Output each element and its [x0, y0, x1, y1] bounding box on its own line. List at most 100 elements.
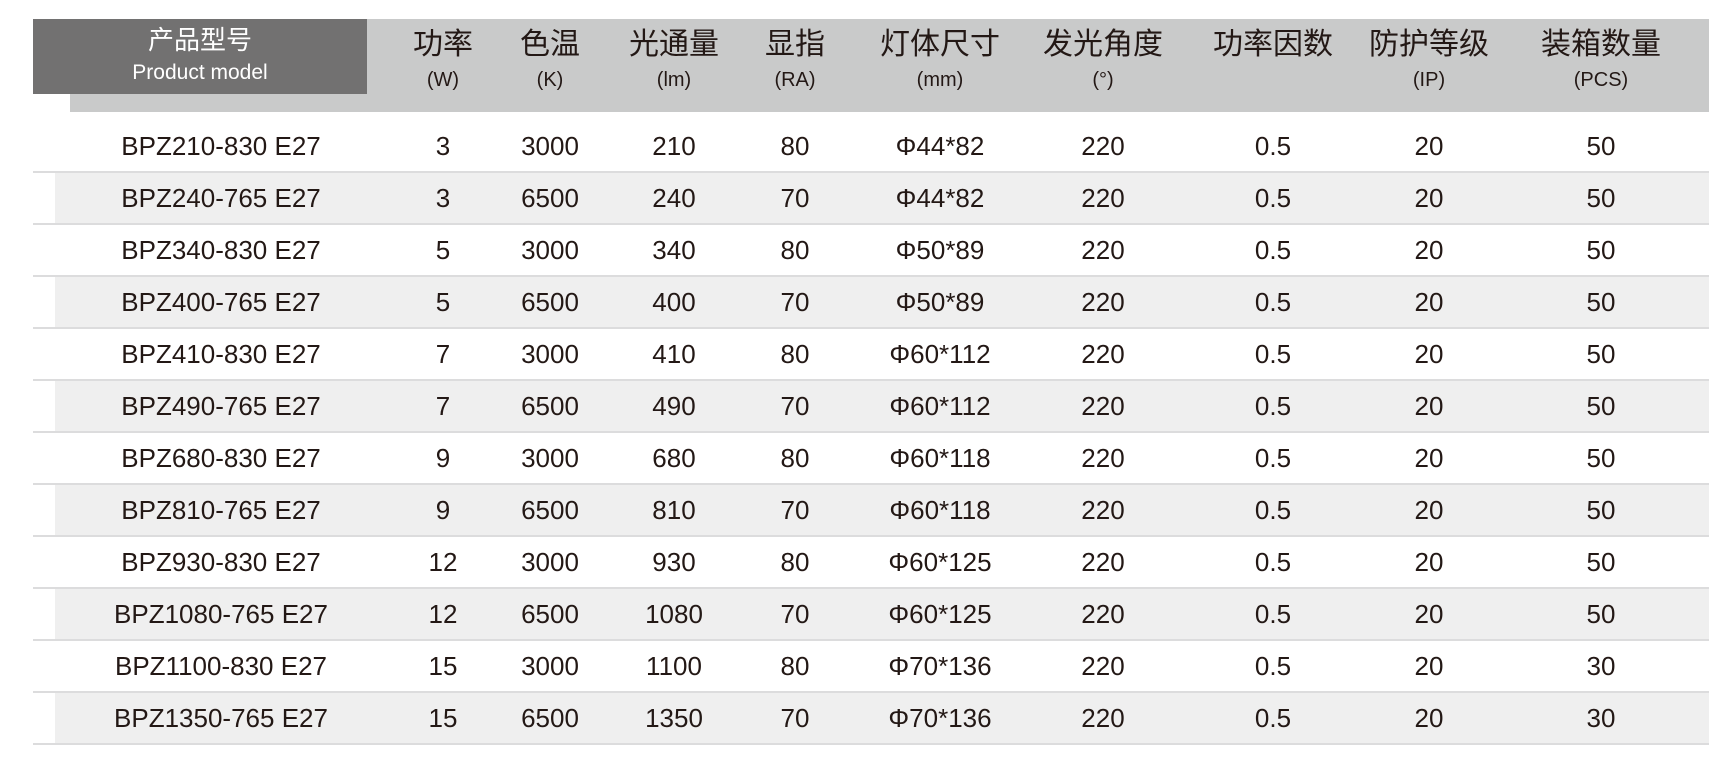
table-cell: BPZ1080-765 E27 — [114, 599, 328, 629]
header-unit: (lm) — [656, 69, 692, 91]
table-cell: 1350 — [645, 703, 703, 733]
table-cell: 7 — [435, 391, 451, 421]
table-cell: 5 — [435, 287, 451, 317]
table-row: BPZ1100-830 E27 15 3000 1100 80 Φ70*136 220 0.5… — [33, 641, 1709, 693]
table-cell: 0.5 — [1254, 495, 1292, 525]
table-cell: 30 — [1586, 703, 1616, 733]
table-cell: 70 — [780, 183, 810, 213]
table-row: BPZ1350-765 E27 15 6500 1350 70 Φ70*136 220 0.5… — [33, 693, 1709, 745]
table-cell: 0.5 — [1254, 131, 1292, 161]
table-cell: Φ44*82 — [895, 131, 985, 161]
table-cell: Φ60*112 — [889, 391, 991, 421]
table-cell: 20 — [1414, 703, 1444, 733]
table-cell: 30 — [1586, 651, 1616, 681]
table-cell: 220 — [1081, 599, 1125, 629]
table-cell: 3 — [435, 183, 451, 213]
table-cell: BPZ930-830 E27 — [121, 547, 321, 577]
table-row: BPZ340-830 E27 5 3000 340 80 Φ50*89 220 0.5 20 50 — [33, 225, 1709, 277]
table-cell: 3000 — [521, 547, 579, 577]
table-cell: 220 — [1081, 443, 1125, 473]
table-cell: 220 — [1081, 131, 1125, 161]
table-row: BPZ680-830 E27 9 3000 680 80 Φ60*118 220 0.5 20 5… — [33, 433, 1709, 485]
header-label: 光通量 — [629, 28, 719, 61]
table-row: BPZ490-765 E27 7 6500 490 70 Φ60*112 220 0.5 20 5… — [33, 381, 1709, 433]
table-cell: 20 — [1414, 235, 1444, 265]
table-cell: 80 — [780, 547, 810, 577]
table-cell: 1080 — [645, 599, 703, 629]
header-product-model: 产品型号 Product model — [33, 19, 367, 94]
table-cell: 3000 — [521, 235, 579, 265]
table-cell: 70 — [780, 703, 810, 733]
table-cell: 6500 — [521, 599, 579, 629]
header-label: 灯体尺寸 — [880, 28, 1000, 61]
table-cell: 340 — [652, 235, 696, 265]
table-cell: 1100 — [646, 651, 702, 681]
table-cell: 50 — [1586, 495, 1616, 525]
table-cell: BPZ400-765 E27 — [121, 287, 321, 317]
table-cell: Φ60*112 — [889, 339, 991, 369]
table-cell: 70 — [780, 391, 810, 421]
table-cell: BPZ490-765 E27 — [121, 391, 321, 421]
table-cell: 220 — [1081, 235, 1125, 265]
table-cell: 5 — [435, 235, 451, 265]
table-cell: 6500 — [521, 183, 579, 213]
table-cell: 6500 — [521, 703, 579, 733]
table-cell: 12 — [428, 599, 458, 629]
table-cell: 50 — [1586, 339, 1616, 369]
table-cell: 0.5 — [1254, 183, 1292, 213]
table-cell: BPZ240-765 E27 — [121, 183, 321, 213]
table-cell: 0.5 — [1254, 651, 1292, 681]
table-cell: 9 — [435, 495, 451, 525]
table-cell: 15 — [428, 651, 458, 681]
table-cell: 50 — [1586, 287, 1616, 317]
table-cell: 80 — [780, 131, 810, 161]
table-cell: 6500 — [521, 287, 579, 317]
header-label: 发光角度 — [1043, 28, 1163, 61]
table-cell: 50 — [1586, 443, 1616, 473]
table-row: BPZ210-830 E27 3 3000 210 80 Φ44*82 220 0.5 20 50 — [33, 121, 1709, 173]
table-cell: BPZ340-830 E27 — [121, 235, 321, 265]
header-unit: (RA) — [774, 69, 816, 91]
table-cell: Φ60*118 — [889, 443, 991, 473]
table-cell: 20 — [1414, 599, 1444, 629]
table-cell: 15 — [428, 703, 458, 733]
table-cell: 80 — [780, 339, 810, 369]
header-label: 防护等级 — [1369, 28, 1489, 61]
table-cell: Φ50*89 — [895, 235, 985, 265]
header-unit: (°) — [1092, 69, 1114, 91]
table-cell: 12 — [428, 547, 458, 577]
table-cell: 0.5 — [1254, 703, 1292, 733]
table-cell: 220 — [1081, 339, 1125, 369]
table-cell: 0.5 — [1254, 443, 1292, 473]
table-cell: 220 — [1081, 391, 1125, 421]
table-cell: 3000 — [521, 651, 579, 681]
table-cell: BPZ410-830 E27 — [121, 339, 321, 369]
table-cell: 50 — [1586, 131, 1616, 161]
table-cell: 20 — [1414, 131, 1444, 161]
table-cell: 6500 — [521, 495, 579, 525]
table-cell: 490 — [652, 391, 696, 421]
header-label: 显指 — [765, 28, 825, 61]
table-cell: 680 — [652, 443, 696, 473]
table-cell: 20 — [1414, 339, 1444, 369]
table-cell: 0.5 — [1254, 599, 1292, 629]
table-cell: 50 — [1586, 547, 1616, 577]
header-unit: (K) — [536, 69, 564, 91]
table-cell: 50 — [1586, 599, 1616, 629]
header-label: 功率因数 — [1213, 28, 1333, 61]
table-cell: 0.5 — [1254, 287, 1292, 317]
table-cell: 9 — [435, 443, 451, 473]
table-cell: 0.5 — [1254, 547, 1292, 577]
table-cell: 20 — [1414, 495, 1444, 525]
table-row: BPZ930-830 E27 12 3000 930 80 Φ60*125 220 0.5 20… — [33, 537, 1709, 589]
table-cell: BPZ210-830 E27 — [121, 131, 321, 161]
table-row: BPZ810-765 E27 9 6500 810 70 Φ60*118 220 0.5 20 5… — [33, 485, 1709, 537]
table-cell: BPZ1100-830 E27 — [115, 651, 327, 681]
table-cell: BPZ680-830 E27 — [121, 443, 321, 473]
table-cell: 50 — [1586, 391, 1616, 421]
table-cell: 220 — [1081, 183, 1125, 213]
table-cell: 50 — [1586, 235, 1616, 265]
table-cell: 400 — [652, 287, 696, 317]
table-cell: Φ60*125 — [888, 599, 992, 629]
table-cell: 0.5 — [1254, 235, 1292, 265]
